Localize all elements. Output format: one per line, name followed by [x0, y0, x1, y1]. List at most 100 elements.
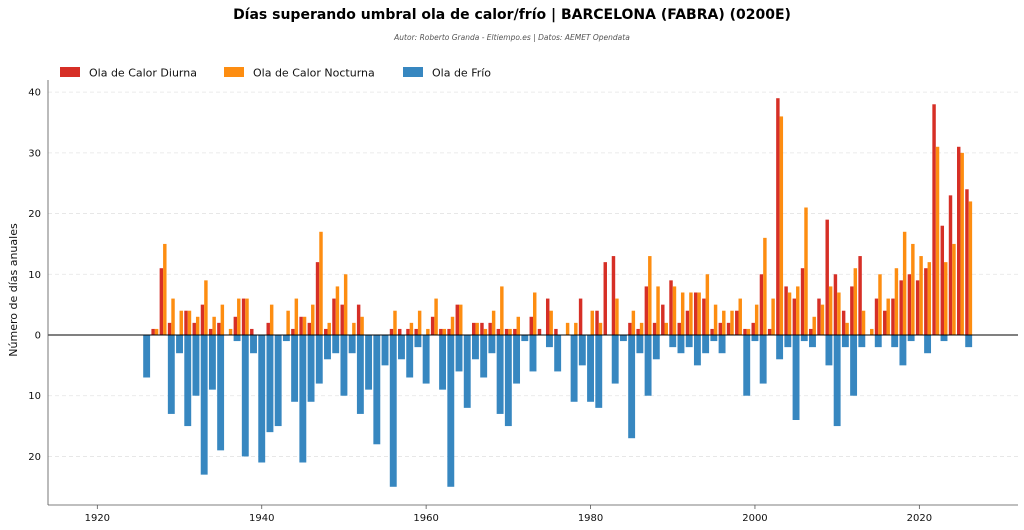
bar-ola-de-fr-o-2026 — [965, 335, 973, 348]
bar-ola-de-calor-nocturna-2015 — [878, 274, 882, 335]
bar-ola-de-calor-nocturna-1989 — [664, 322, 668, 335]
bar-ola-de-fr-o-1993 — [693, 335, 701, 366]
bar-ola-de-fr-o-1952 — [356, 335, 364, 414]
bar-ola-de-calor-diurna-1947 — [315, 262, 320, 335]
bar-ola-de-calor-diurna-1999 — [743, 328, 747, 335]
chart-subtitle: Autor: Roberto Granda - Eltiempo.es | Da… — [393, 33, 630, 42]
bar-ola-de-fr-o-1951 — [348, 335, 356, 354]
bar-ola-de-fr-o-2012 — [850, 335, 858, 396]
bar-ola-de-calor-diurna-1993 — [693, 292, 698, 335]
bar-ola-de-calor-diurna-2000 — [751, 322, 755, 335]
bar-ola-de-fr-o-1979 — [578, 335, 586, 366]
bar-ola-de-fr-o-1948 — [324, 335, 331, 360]
bar-ola-de-fr-o-1954 — [373, 335, 381, 445]
bar-ola-de-calor-diurna-1998 — [735, 310, 739, 335]
bar-ola-de-calor-nocturna-1950 — [343, 274, 348, 335]
x-tick-label: 2020 — [907, 513, 932, 524]
bar-ola-de-calor-nocturna-2017 — [894, 268, 899, 335]
bar-ola-de-calor-diurna-1948 — [324, 328, 328, 335]
bar-ola-de-fr-o-2006 — [800, 335, 808, 342]
legend-swatch — [60, 67, 80, 77]
bar-ola-de-fr-o-1926 — [143, 335, 151, 378]
bar-ola-de-calor-nocturna-2026 — [968, 201, 973, 335]
bar-ola-de-fr-o-1950 — [340, 335, 348, 396]
bar-ola-de-calor-diurna-2001 — [759, 274, 764, 335]
bar-ola-de-calor-diurna-1938 — [241, 298, 246, 335]
bar-ola-de-fr-o-1966 — [472, 335, 479, 360]
bar-ola-de-calor-nocturna-2007 — [812, 316, 816, 335]
bar-ola-de-calor-nocturna-1961 — [434, 298, 438, 335]
bar-ola-de-calor-nocturna-1949 — [335, 286, 340, 335]
bar-ola-de-calor-nocturna-1970 — [508, 328, 512, 335]
bar-ola-de-calor-diurna-1933 — [200, 304, 205, 335]
bar-ola-de-calor-diurna-1945 — [299, 316, 303, 335]
bar-ola-de-fr-o-2007 — [809, 335, 816, 348]
bar-ola-de-calor-nocturna-1963 — [450, 316, 455, 335]
legend-swatch — [224, 67, 244, 77]
bar-ola-de-fr-o-1962 — [439, 335, 447, 390]
bar-ola-de-calor-nocturna-1958 — [409, 322, 414, 335]
bar-ola-de-calor-diurna-1981 — [595, 310, 599, 335]
bar-ola-de-fr-o-1985 — [628, 335, 636, 439]
bar-ola-de-calor-diurna-1971 — [513, 328, 517, 335]
bar-ola-de-calor-diurna-1988 — [652, 322, 657, 335]
bar-ola-de-fr-o-2011 — [841, 335, 849, 348]
y-tick-label: 10 — [28, 270, 41, 281]
bar-ola-de-fr-o-2001 — [759, 335, 767, 384]
bar-ola-de-fr-o-1996 — [718, 335, 726, 354]
bar-ola-de-calor-diurna-2018 — [899, 280, 903, 335]
bar-ola-de-calor-nocturna-1930 — [179, 310, 183, 335]
bar-ola-de-calor-diurna-1967 — [480, 322, 484, 335]
bar-ola-de-fr-o-1958 — [406, 335, 414, 378]
bar-ola-de-calor-diurna-1932 — [192, 322, 196, 335]
bar-ola-de-calor-nocturna-2003 — [779, 116, 784, 335]
bar-ola-de-calor-nocturna-1992 — [689, 292, 693, 335]
bar-ola-de-fr-o-1986 — [636, 335, 644, 354]
bar-ola-de-fr-o-1957 — [398, 335, 405, 360]
bar-ola-de-fr-o-2003 — [776, 335, 784, 360]
bar-ola-de-calor-nocturna-1986 — [639, 322, 644, 335]
bar-ola-de-fr-o-1953 — [365, 335, 373, 390]
bar-ola-de-calor-nocturna-2018 — [902, 231, 907, 335]
bar-ola-de-calor-diurna-1968 — [488, 322, 492, 335]
chart-title: Días superando umbral ola de calor/frío … — [233, 7, 791, 23]
bar-ola-de-calor-diurna-1949 — [332, 298, 336, 335]
bar-ola-de-calor-nocturna-2001 — [763, 237, 767, 335]
bar-ola-de-calor-diurna-1989 — [661, 304, 665, 335]
bar-ola-de-calor-diurna-2016 — [883, 310, 887, 335]
legend-label: Ola de Calor Diurna — [89, 67, 197, 80]
grid — [48, 91, 1018, 457]
bar-ola-de-calor-diurna-1986 — [636, 328, 640, 335]
bar-ola-de-fr-o-2015 — [874, 335, 882, 348]
bar-ola-de-calor-diurna-1946 — [307, 322, 312, 335]
bar-ola-de-fr-o-1955 — [381, 335, 389, 366]
bar-ola-de-calor-diurna-1970 — [504, 328, 509, 335]
bar-ola-de-fr-o-1938 — [241, 335, 249, 457]
bar-ola-de-calor-diurna-1979 — [578, 298, 583, 335]
bar-ola-de-calor-nocturna-1994 — [705, 274, 710, 335]
bar-ola-de-calor-nocturna-1929 — [171, 298, 175, 335]
bar-ola-de-fr-o-1995 — [710, 335, 718, 342]
bar-ola-de-calor-nocturna-1966 — [475, 322, 479, 335]
bar-ola-de-calor-diurna-1962 — [439, 328, 443, 335]
bar-ola-de-fr-o-1943 — [282, 335, 290, 342]
bar-ola-de-fr-o-1970 — [504, 335, 512, 427]
bar-ola-de-calor-diurna-2025 — [957, 146, 961, 335]
bar-ola-de-calor-nocturna-2002 — [771, 298, 775, 335]
bar-ola-de-fr-o-1963 — [447, 335, 455, 487]
bar-ola-de-calor-diurna-2026 — [965, 189, 969, 335]
bar-ola-de-calor-diurna-2004 — [784, 286, 788, 335]
bar-ola-de-fr-o-1999 — [743, 335, 751, 396]
bar-ola-de-fr-o-1969 — [496, 335, 504, 414]
bar-ola-de-fr-o-1935 — [217, 335, 225, 451]
bar-ola-de-fr-o-2009 — [825, 335, 833, 366]
bar-ola-de-calor-nocturna-1938 — [245, 298, 249, 335]
bar-ola-de-fr-o-1992 — [685, 335, 693, 348]
y-tick-label: 30 — [28, 148, 41, 159]
bar-ola-de-calor-nocturna-1980 — [590, 310, 594, 335]
bar-ola-de-calor-diurna-1975 — [545, 298, 550, 335]
bar-ola-de-fr-o-1933 — [200, 335, 208, 475]
bar-ola-de-calor-diurna-1941 — [266, 322, 270, 335]
x-tick-label: 1920 — [85, 513, 110, 524]
